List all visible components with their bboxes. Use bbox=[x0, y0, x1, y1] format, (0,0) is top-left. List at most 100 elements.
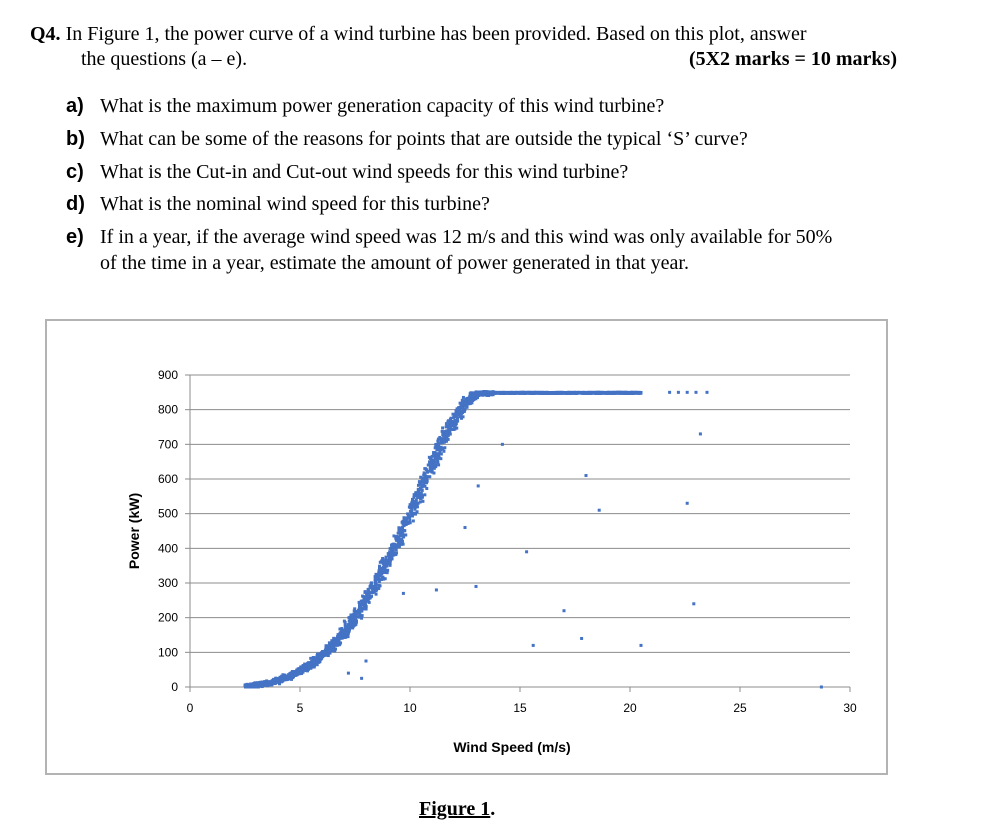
y-tick-label: 700 bbox=[158, 437, 178, 451]
subquestion-text-continued: of the time in a year, estimate the amou… bbox=[100, 252, 689, 274]
data-point bbox=[390, 548, 394, 552]
data-point bbox=[401, 535, 405, 539]
data-point bbox=[309, 666, 313, 670]
data-point bbox=[369, 581, 373, 585]
data-point bbox=[615, 391, 619, 395]
data-point bbox=[394, 536, 398, 540]
data-point bbox=[441, 446, 445, 450]
data-point bbox=[541, 391, 545, 395]
data-point bbox=[563, 391, 567, 395]
data-point bbox=[346, 631, 350, 635]
data-point bbox=[352, 623, 356, 627]
subquestion-label: c) bbox=[66, 161, 84, 183]
data-point bbox=[607, 391, 611, 395]
data-point bbox=[325, 652, 329, 656]
data-point bbox=[445, 429, 449, 433]
data-point bbox=[315, 652, 319, 656]
data-point bbox=[567, 391, 571, 395]
data-point bbox=[321, 652, 325, 656]
question-number: Q4. bbox=[30, 23, 61, 45]
data-point bbox=[277, 682, 281, 686]
data-point bbox=[587, 391, 591, 395]
data-point bbox=[407, 516, 411, 520]
data-point bbox=[457, 410, 461, 414]
data-point bbox=[428, 469, 432, 473]
data-point bbox=[454, 412, 458, 416]
data-point bbox=[417, 490, 421, 494]
data-point bbox=[276, 677, 280, 681]
data-point bbox=[351, 614, 355, 618]
data-point bbox=[395, 544, 399, 548]
data-point bbox=[442, 434, 446, 438]
data-point bbox=[521, 390, 525, 394]
data-point bbox=[394, 553, 398, 557]
data-point bbox=[299, 665, 303, 669]
y-axis-title: Power (kW) bbox=[126, 493, 142, 569]
data-point bbox=[439, 437, 443, 441]
data-point bbox=[403, 520, 407, 524]
data-point bbox=[448, 432, 452, 436]
data-point bbox=[258, 684, 262, 688]
data-point bbox=[391, 550, 395, 554]
outlier-point bbox=[434, 588, 438, 592]
outlier-point bbox=[476, 484, 480, 488]
data-point bbox=[360, 603, 364, 607]
data-point bbox=[358, 613, 362, 617]
data-point bbox=[357, 609, 361, 613]
data-point bbox=[337, 634, 341, 638]
data-point bbox=[439, 438, 443, 442]
data-point bbox=[347, 627, 351, 631]
data-point bbox=[414, 498, 418, 502]
outlier-point bbox=[685, 390, 689, 394]
data-point bbox=[490, 390, 494, 394]
data-point bbox=[505, 391, 509, 395]
data-point bbox=[388, 547, 392, 551]
data-point bbox=[350, 623, 354, 627]
data-point bbox=[491, 393, 495, 397]
data-point bbox=[622, 390, 626, 394]
data-point bbox=[432, 463, 436, 467]
data-point bbox=[318, 653, 322, 657]
data-point bbox=[445, 431, 449, 435]
subquestion-label: d) bbox=[66, 193, 85, 215]
data-point bbox=[398, 540, 402, 544]
data-point bbox=[351, 626, 355, 630]
data-point bbox=[428, 460, 432, 464]
data-point bbox=[374, 584, 378, 588]
data-point bbox=[280, 678, 284, 682]
data-point bbox=[391, 546, 395, 550]
x-tick-label: 25 bbox=[733, 701, 747, 715]
data-point bbox=[282, 678, 286, 682]
data-point bbox=[554, 391, 558, 395]
data-point bbox=[432, 471, 436, 475]
data-point bbox=[314, 658, 318, 662]
data-point bbox=[274, 676, 278, 680]
data-point bbox=[585, 390, 589, 394]
data-point bbox=[347, 616, 351, 620]
data-point bbox=[300, 667, 304, 671]
data-point bbox=[419, 475, 423, 479]
data-point bbox=[465, 399, 469, 403]
data-point bbox=[360, 609, 364, 613]
data-point bbox=[385, 564, 389, 568]
data-point bbox=[584, 391, 588, 395]
data-point bbox=[331, 643, 335, 647]
data-point bbox=[592, 391, 596, 395]
subquestion-text: What is the nominal wind speed for this … bbox=[100, 193, 490, 215]
data-point bbox=[357, 615, 361, 619]
question-intro-line2: the questions (a – e). bbox=[81, 48, 248, 70]
data-point bbox=[266, 683, 270, 687]
data-point bbox=[437, 448, 441, 452]
data-point bbox=[442, 430, 446, 434]
data-point bbox=[360, 614, 364, 618]
data-point bbox=[425, 487, 429, 491]
data-point bbox=[444, 425, 448, 429]
data-point bbox=[327, 641, 331, 645]
data-point bbox=[345, 633, 349, 637]
data-point bbox=[395, 535, 399, 539]
data-point bbox=[362, 599, 366, 603]
data-point bbox=[387, 561, 391, 565]
figure-caption: Figure 1. bbox=[419, 798, 495, 821]
data-point bbox=[377, 580, 381, 584]
data-point bbox=[556, 391, 560, 395]
